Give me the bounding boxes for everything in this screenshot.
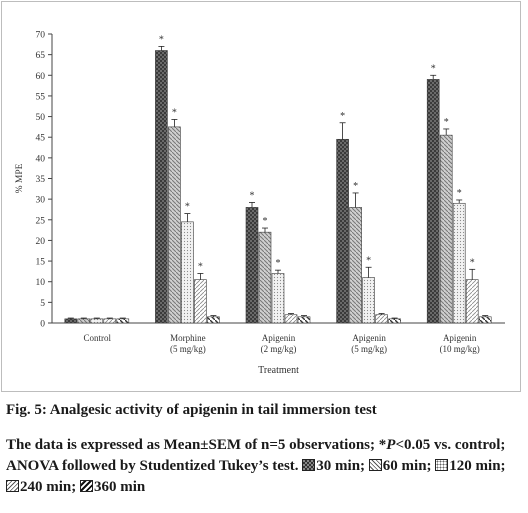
significance-marker: * bbox=[198, 261, 203, 272]
significance-marker: * bbox=[457, 188, 462, 199]
significance-marker: * bbox=[250, 190, 255, 201]
legend-swatch-dots bbox=[435, 459, 449, 471]
y-tick-label: 40 bbox=[36, 154, 46, 164]
y-tick-label: 60 bbox=[36, 72, 46, 82]
bar-diag-fwd bbox=[465, 279, 479, 324]
significance-marker: * bbox=[263, 216, 268, 227]
significance-marker: * bbox=[366, 255, 371, 266]
bar-dots bbox=[90, 318, 104, 324]
bar-diag-heavy bbox=[297, 316, 311, 324]
figure-caption: Fig. 5: Analgesic activity of apigenin i… bbox=[6, 400, 522, 498]
category-label: Apigenin (10 mg/kg) bbox=[440, 333, 480, 354]
bar-diag-back bbox=[349, 207, 362, 324]
category-label-line: Apigenin bbox=[352, 333, 386, 343]
y-tick-label: 0 bbox=[40, 320, 45, 330]
bar-diag-heavy bbox=[207, 316, 220, 324]
category-label: Apigenin (5 mg/kg) bbox=[351, 333, 387, 354]
y-tick-label: 55 bbox=[36, 92, 46, 102]
bar-dots bbox=[181, 221, 194, 324]
bar-diag-back bbox=[77, 318, 91, 324]
category-label-line: Control bbox=[84, 333, 112, 343]
category-label: Morphine (5 mg/kg) bbox=[170, 333, 206, 354]
bar-diag-fwd bbox=[284, 314, 298, 324]
significance-marker: * bbox=[470, 257, 475, 268]
category-label-line: (10 mg/kg) bbox=[440, 344, 480, 354]
significance-marker: * bbox=[276, 258, 281, 269]
legend-label: 360 min bbox=[94, 479, 146, 495]
legend-swatch-diag-back bbox=[368, 459, 382, 471]
note-rest: <0.05 vs. control; ANOVA followed by Stu… bbox=[6, 437, 506, 474]
significance-marker: * bbox=[159, 34, 164, 45]
category-label: Control bbox=[84, 333, 112, 343]
bar-diag-heavy bbox=[478, 316, 492, 324]
bar-dense-check bbox=[336, 138, 349, 324]
y-tick-label: 35 bbox=[36, 175, 46, 185]
y-tick-label: 70 bbox=[36, 31, 46, 41]
bar-diag-back bbox=[168, 126, 181, 324]
bar-dots bbox=[452, 202, 466, 324]
figure-frame bbox=[1, 1, 521, 392]
legend-label: 60 min; bbox=[382, 458, 436, 474]
y-tick-label: 30 bbox=[36, 196, 46, 206]
bar-chart: 0 5 10 15 20 25 30 35 40 45 50 55 60 65 70 % MPE Treatme… bbox=[15, 31, 505, 376]
y-tick-label: 10 bbox=[36, 278, 46, 288]
category-label-line: Morphine bbox=[170, 333, 206, 343]
significance-marker: * bbox=[340, 111, 345, 122]
bar-dense-check bbox=[426, 79, 440, 324]
category-label: Apigenin (2 mg/kg) bbox=[261, 333, 297, 354]
bar-dots bbox=[271, 273, 285, 324]
bar-diag-back bbox=[439, 134, 453, 324]
y-tick-label: 50 bbox=[36, 113, 46, 123]
significance-marker: * bbox=[172, 107, 177, 118]
bar-dots bbox=[362, 277, 375, 324]
bar-dense-check bbox=[155, 50, 168, 324]
bar-diag-fwd bbox=[375, 314, 388, 324]
figure-note: The data is expressed as Mean±SEM of n=5… bbox=[6, 435, 522, 498]
legend-label: 120 min; bbox=[449, 458, 506, 474]
category-label-line: (2 mg/kg) bbox=[261, 344, 297, 354]
y-axis-label: % MPE bbox=[15, 163, 25, 193]
x-axis-label: Treatment bbox=[258, 365, 299, 376]
significance-marker: * bbox=[353, 181, 358, 192]
note-p: P bbox=[386, 437, 396, 453]
legend-label: 240 min; bbox=[20, 479, 80, 495]
y-tick-label: 5 bbox=[40, 299, 45, 309]
category-label-line: Apigenin bbox=[443, 333, 477, 343]
y-tick-label: 15 bbox=[36, 258, 46, 268]
significance-marker: * bbox=[431, 63, 436, 74]
y-tick-label: 25 bbox=[36, 216, 46, 226]
category-label-line: (5 mg/kg) bbox=[170, 344, 206, 354]
legend-label: 30 min; bbox=[316, 458, 369, 474]
bar-dense-check bbox=[245, 207, 259, 324]
legend-swatch-dense-check bbox=[302, 459, 316, 471]
note-main: The data is expressed as Mean±SEM of n=5… bbox=[6, 437, 387, 453]
legend-inline: 30 min; 60 min; 120 min; 240 min; 360 mi… bbox=[6, 458, 506, 495]
y-tick-label: 65 bbox=[36, 51, 46, 61]
significance-marker: * bbox=[444, 117, 449, 128]
y-tick-label: 45 bbox=[36, 134, 46, 144]
legend-swatch-diag-heavy bbox=[80, 480, 93, 492]
figure-title: Fig. 5: Analgesic activity of apigenin i… bbox=[6, 402, 377, 418]
bar-diag-fwd bbox=[103, 318, 117, 324]
category-label-line: (5 mg/kg) bbox=[351, 344, 387, 354]
significance-marker: * bbox=[185, 202, 190, 213]
bar-diag-heavy bbox=[116, 318, 130, 324]
bar-diag-fwd bbox=[194, 279, 207, 324]
bar-dense-check bbox=[64, 318, 78, 324]
bar-diag-back bbox=[258, 231, 272, 324]
y-tick-label: 20 bbox=[36, 237, 46, 247]
legend-swatch-diag-fwd bbox=[6, 480, 19, 492]
bar-diag-heavy bbox=[388, 318, 401, 324]
category-label-line: Apigenin bbox=[262, 333, 296, 343]
